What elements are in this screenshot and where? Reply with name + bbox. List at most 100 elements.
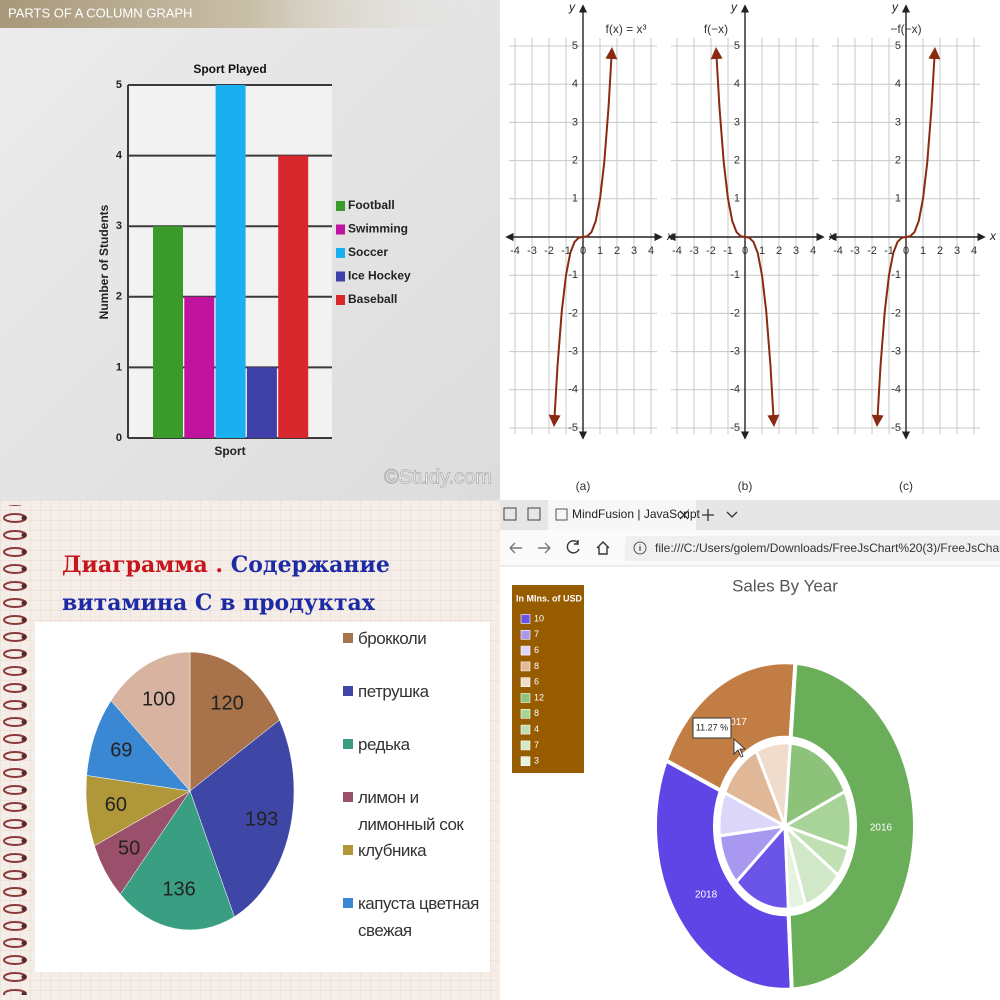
x-tick-label: 4 <box>971 245 977 257</box>
pie-slice <box>189 651 280 792</box>
y-tick-label: 1 <box>734 193 740 205</box>
legend-swatch <box>520 724 531 735</box>
header-bar <box>0 0 500 28</box>
y-tick-label: 2 <box>895 155 901 167</box>
tooltip: 11.27 % <box>696 722 728 732</box>
caption: (c) <box>899 479 913 493</box>
bar <box>153 226 183 438</box>
tab-menu[interactable] <box>726 511 738 518</box>
y-tick-label: 5 <box>895 40 901 52</box>
legend-label: Baseball <box>348 292 397 306</box>
x-tick-label: 4 <box>648 245 654 257</box>
tab-icon[interactable] <box>527 507 541 521</box>
legend-swatch <box>336 224 345 235</box>
y-axis-label: y <box>891 0 899 14</box>
x-tick-label: 1 <box>759 245 765 257</box>
curve <box>548 47 618 427</box>
x-tick-label: 1 <box>920 245 926 257</box>
legend-label: 8 <box>534 708 539 718</box>
address-field[interactable] <box>625 536 1000 561</box>
legend-label: Football <box>348 198 395 212</box>
new-tab[interactable] <box>702 509 714 521</box>
y-tick-label: 2 <box>734 155 740 167</box>
x-tick-label: -3 <box>527 245 537 257</box>
x-tick-label: -3 <box>689 245 699 257</box>
legend-label: 3 <box>534 756 539 766</box>
ring-label: 2018 <box>695 889 718 900</box>
ring-label: 2016 <box>870 822 893 833</box>
y-tick-label: -3 <box>730 346 740 358</box>
chart-title: −f(−x) <box>890 22 921 36</box>
legend-label: 7 <box>534 740 539 750</box>
x-tick-label: -4 <box>510 245 520 257</box>
bar <box>184 296 215 438</box>
x-tick-label: 3 <box>631 245 637 257</box>
legend-swatch <box>336 295 345 305</box>
y-tick-label: 4 <box>734 78 740 90</box>
caption: (b) <box>738 479 753 493</box>
caption: (a) <box>576 479 591 493</box>
pie-slice <box>110 651 191 792</box>
y-tick-label: 3 <box>734 116 740 128</box>
binder-spiral <box>3 505 33 995</box>
y-tick-label: -2 <box>568 307 578 319</box>
y-tick-label: -1 <box>730 269 740 281</box>
home-button[interactable] <box>596 541 610 555</box>
legend-swatch <box>520 629 531 640</box>
x-tick-label: -3 <box>850 245 860 257</box>
chart-title: f(−x) <box>704 22 728 36</box>
bar <box>246 367 277 438</box>
inner-slice <box>783 825 808 911</box>
y-tick-label: -1 <box>568 269 578 281</box>
data-label: 60 <box>105 794 127 816</box>
x-tick-label: -4 <box>672 245 682 257</box>
legend-swatch <box>520 740 531 751</box>
y-tick-label: -3 <box>568 346 578 358</box>
y-tick-label: 5 <box>116 79 122 91</box>
y-tick-label: 3 <box>895 116 901 128</box>
legend-label: Ice Hockey <box>348 269 411 283</box>
x-tick-label: 2 <box>937 245 943 257</box>
y-tick-label: 2 <box>116 291 122 303</box>
x-axis-label: x <box>989 229 997 243</box>
curve <box>710 47 780 427</box>
legend-swatch <box>520 645 531 656</box>
chart-title: Sport Played <box>193 62 266 76</box>
y-tick-label: -4 <box>730 384 740 396</box>
data-label: 50 <box>118 838 140 860</box>
pie-slice <box>120 790 235 931</box>
y-tick-label: 4 <box>116 150 123 162</box>
legend-swatch <box>336 271 345 282</box>
forward-button[interactable] <box>538 542 551 554</box>
reload-button[interactable] <box>566 540 580 554</box>
x-tick-label: 3 <box>954 245 960 257</box>
tab-icon[interactable] <box>503 507 517 521</box>
y-axis-label: y <box>730 0 738 14</box>
x-tick-label: 4 <box>810 245 816 257</box>
y-tick-label: 4 <box>895 78 901 90</box>
legend-label: Soccer <box>348 245 388 259</box>
y-tick-label: -5 <box>730 422 740 434</box>
legend-label: Swimming <box>348 222 408 236</box>
tab-close[interactable] <box>679 510 689 520</box>
watermark: ©Study.com <box>384 466 492 488</box>
y-tick-label: 5 <box>572 40 578 52</box>
data-label: 100 <box>142 688 175 710</box>
url: file:///C:/Users/golem/Downloads/FreeJsC… <box>655 541 1000 555</box>
outer-slice <box>653 757 794 992</box>
legend-label: 6 <box>534 645 539 655</box>
x-tick-label: 2 <box>776 245 782 257</box>
tab[interactable] <box>548 500 696 530</box>
y-tick-label: 1 <box>116 361 122 373</box>
back-button[interactable] <box>509 542 522 554</box>
data-label: 69 <box>110 739 132 761</box>
y-axis-label: y <box>568 0 576 14</box>
tooltip-box <box>692 717 732 739</box>
outer-slice <box>786 660 917 992</box>
y-tick-label: 1 <box>572 193 578 205</box>
site-info-icon[interactable] <box>633 541 647 555</box>
y-tick-label: -5 <box>891 422 901 434</box>
legend-swatch <box>520 677 531 688</box>
legend-swatch <box>336 248 345 258</box>
